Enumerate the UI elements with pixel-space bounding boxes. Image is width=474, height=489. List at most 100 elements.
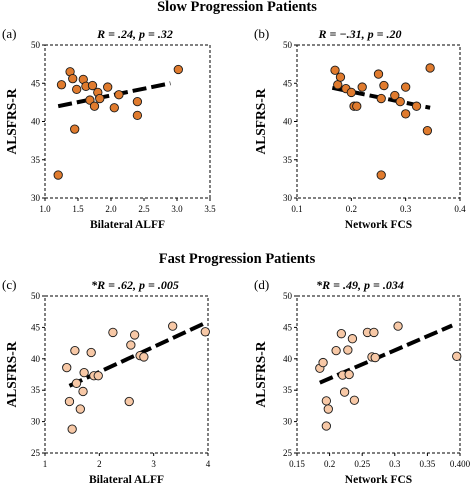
panel-d-data-point: [318, 357, 328, 368]
panel-c-data-point: [70, 345, 80, 356]
panel-b-data-point: [411, 101, 422, 111]
panel-d-ytick-label: 30: [283, 417, 293, 427]
panel-c-ytick-label: 30: [31, 417, 41, 427]
panel-a-xtick-label: 2.5: [138, 204, 150, 214]
panel-a-data-point: [114, 90, 124, 100]
panel-c-data-point: [71, 378, 82, 388]
panel-b-ylabel: ALSFRS-R: [253, 88, 268, 154]
panel-d-data-point: [321, 421, 331, 431]
panel-a-data-point: [72, 84, 82, 95]
panel-b-xlabel: Network FCS: [345, 219, 412, 231]
panel-c-ytick-label: 45: [31, 322, 41, 332]
panel-c-xtick-label: 1: [43, 459, 48, 469]
panel-c-data-point: [62, 362, 72, 373]
panel-b-ytick-label: 45: [283, 78, 293, 88]
panel-d-data-point: [452, 351, 462, 361]
panel-d-data-point: [370, 352, 380, 363]
panel-a-frame: [44, 44, 211, 199]
panel-b-data-point: [357, 82, 367, 92]
panel-b-ytick-label: 35: [283, 155, 293, 165]
panel-b-data-point: [333, 80, 343, 90]
panel-b-data-point: [422, 126, 433, 136]
panel-d-xtick-label: 0.15: [289, 459, 305, 469]
panel-a: (a) R = .24, p = .32 30 35 40 45 50 1.0 1.5 2.0 2.…: [2, 26, 216, 231]
panel-d-ytick-label: 35: [283, 385, 293, 395]
panel-c-xtick-label: 3: [151, 459, 156, 469]
panel-c-xtick-label: 4: [206, 459, 211, 469]
panel-c-ytick-label: 40: [31, 354, 41, 364]
panel-a-ytick-label: 35: [31, 155, 41, 165]
panel-d-xtick-label: 0.400: [450, 459, 471, 469]
panel-b-data-point: [352, 101, 362, 111]
panel-a-xlabel: Bilateral ALFF: [90, 219, 165, 231]
panel-a-data-point: [68, 74, 78, 84]
panel-c-ytick-label: 25: [31, 448, 41, 458]
panel-b-data-point: [390, 90, 400, 101]
panel-a-data-point: [95, 93, 105, 104]
panel-d-data-point: [347, 334, 358, 344]
panel-a-xtick-label: 1.0: [39, 204, 51, 214]
panel-a-xtick-label: 3.0: [171, 204, 183, 214]
panel-b-stat: R = −.31, p = .20: [318, 27, 402, 41]
panel-d-ytick-label: 45: [283, 322, 293, 332]
panel-c-frame: [44, 295, 209, 454]
panel-a-ytick-label: 45: [31, 78, 41, 88]
slow-group-title: Slow Progression Patients: [157, 0, 317, 15]
panel-d-data-point: [331, 345, 341, 356]
panel-c-data-point: [124, 396, 134, 407]
panel-c-stat: *R = .62, p = .005: [91, 278, 179, 292]
panel-b-xtick-label: 0.3: [400, 204, 412, 214]
panel-a-data-point: [132, 96, 143, 107]
panel-d-ytick-label: 25: [283, 448, 293, 458]
panel-c-xtick-label: 2: [97, 459, 102, 469]
panel-a-data-point: [173, 64, 183, 75]
panel-b-ytick-label: 30: [283, 193, 293, 203]
panel-d-stat: *R = .49, p = .034: [316, 278, 404, 292]
panel-d-ytick-label: 50: [283, 291, 293, 301]
panel-d-xtick-label: 0.3: [389, 459, 401, 469]
panel-d-ylabel: ALSFRS-R: [253, 341, 268, 407]
panel-a-xtick-label: 1.5: [72, 204, 84, 214]
panel-b-letter: (b): [254, 26, 269, 41]
panel-b-xtick-label: 0.4: [454, 204, 466, 214]
panel-a-data-point: [85, 95, 95, 105]
panel-d-data-point: [343, 345, 353, 355]
panel-c-letter: (c): [2, 277, 16, 292]
panel-a-ytick-label: 50: [31, 40, 41, 50]
fast-group-title: Fast Progression Patients: [159, 251, 316, 267]
panel-d-xtick-label: 0.25: [354, 459, 370, 469]
panel-c-data-point: [139, 352, 149, 362]
panel-d-letter: (d): [254, 277, 269, 292]
panel-c-data-point: [78, 386, 88, 397]
panel-b-data-point: [376, 93, 386, 104]
panel-c-data-point: [67, 424, 77, 434]
panel-a-xtick-label: 2.0: [105, 204, 117, 214]
panel-b-data-point: [401, 109, 411, 119]
panel-d-data-point: [344, 369, 354, 380]
panel-d-data-point: [349, 395, 360, 405]
panel-c-data-point: [129, 330, 140, 340]
panel-c-data-point: [75, 404, 85, 414]
panel-d: (d) *R = .49, p = .034 25 30 35 40 45 50 0.15 0.2…: [253, 277, 471, 486]
panel-d-ytick-label: 40: [283, 354, 293, 364]
panel-d-data-point: [336, 329, 346, 339]
panel-c-data-point: [108, 327, 118, 338]
panel-d-xlabel: Network FCS: [345, 474, 412, 486]
panel-a-ytick-label: 30: [31, 193, 41, 203]
panel-c: (c) *R = .62, p = .005 25 30 35 40 45 50 1 2 3 4 Bil…: [2, 277, 211, 486]
panel-b-data-point: [379, 80, 389, 91]
panel-c-data-point: [64, 396, 75, 407]
panel-a-ytick-label: 40: [31, 117, 41, 127]
panel-b-data-point: [330, 65, 340, 75]
panel-c-data-point: [79, 367, 89, 378]
panel-b-data-point: [335, 72, 346, 82]
panel-b-data-point: [401, 82, 411, 92]
panel-a-data-point: [70, 124, 80, 134]
panel-a-data-point: [132, 110, 143, 121]
panel-c-data-point: [86, 347, 96, 358]
panel-b-data-point: [376, 170, 386, 180]
panel-d-data-point: [339, 387, 350, 397]
panel-d-frame: [296, 295, 461, 454]
panel-a-letter: (a): [2, 26, 16, 41]
